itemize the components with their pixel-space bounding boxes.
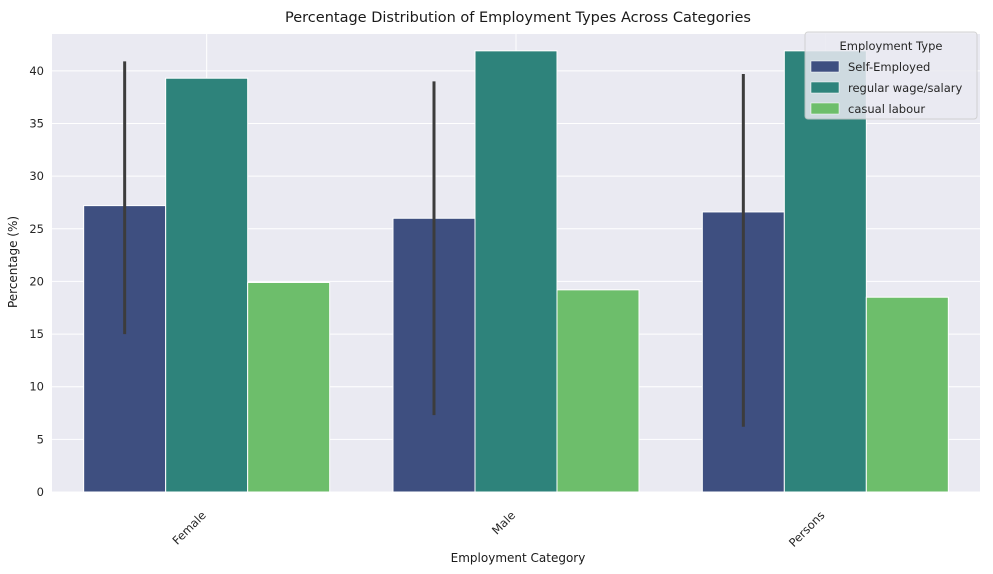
bar [247,281,331,493]
y-tick-label: 20 [29,274,44,288]
bar [165,77,249,493]
bar [474,50,558,493]
y-tick-label: 35 [29,116,44,130]
legend-title: Employment Type [840,39,943,53]
x-tick-label: Female [169,508,208,547]
y-tick-label: 25 [29,222,44,236]
error-bar-group [123,61,745,427]
bar [783,50,867,493]
legend-label: regular wage/salary [848,81,962,95]
x-tick-label: Persons [786,508,827,549]
legend-box [804,31,978,120]
y-tick-label: 10 [29,380,44,394]
legend-swatch [810,60,840,73]
bar-group [83,50,949,493]
x-tick-label: Male [489,508,518,537]
legend-label: Self-Employed [848,60,930,74]
y-tick-label: 15 [29,327,44,341]
bar [556,289,640,493]
x-axis: Female Male Persons [169,508,827,549]
y-tick-label: 5 [37,432,44,446]
legend-swatch [810,81,840,94]
bar [865,296,949,493]
legend: Employment Type Self-Employed regular wag… [804,31,978,120]
y-axis: 0 5 10 15 20 25 30 35 40 [29,64,44,499]
x-axis-label: Employment Category [451,551,586,565]
legend-label: casual labour [848,102,925,116]
y-tick-label: 40 [29,64,44,78]
y-axis-label: Percentage (%) [6,216,20,308]
legend-swatch [810,102,840,115]
y-tick-label: 30 [29,169,44,183]
chart-title: Percentage Distribution of Employment Ty… [285,10,751,26]
y-tick-label: 0 [37,485,44,499]
